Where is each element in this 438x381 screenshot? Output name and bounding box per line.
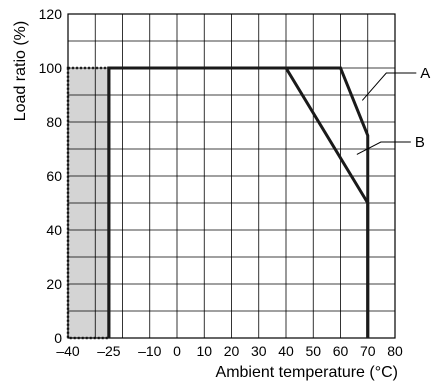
x-tick-label: 80 <box>387 343 403 359</box>
x-axis-label: Ambient temperature (°C) <box>216 364 398 381</box>
x-tick-label: 10 <box>196 343 212 359</box>
series-label-b: B <box>415 134 425 151</box>
x-tick-label: 20 <box>224 343 240 359</box>
x-tick-label: 70 <box>360 343 376 359</box>
x-tick-label: –40 <box>56 343 80 359</box>
series-line-b <box>107 66 370 338</box>
y-tick-label: 40 <box>46 222 62 238</box>
x-tick-label: –25 <box>97 343 121 359</box>
y-tick-label: 0 <box>54 330 62 346</box>
y-tick-label: 60 <box>46 168 62 184</box>
plot-frame <box>67 13 396 339</box>
leader-line-a <box>361 72 417 101</box>
x-tick-label: 60 <box>333 343 349 359</box>
y-tick-label: 80 <box>46 114 62 130</box>
x-tick-label: 40 <box>278 343 294 359</box>
y-axis-label: Load ratio (%) <box>12 21 29 122</box>
y-tick-label: 100 <box>39 60 63 76</box>
series-layer: AB <box>107 65 430 338</box>
series-label-a: A <box>420 65 430 82</box>
tick-label-layer: 0 20 40 60 80 100 120 –40 –25 –10 0 10 20 30 40 50 60 70 8… <box>39 6 403 359</box>
x-tick-label: 50 <box>305 343 321 359</box>
y-tick-label: 120 <box>39 6 63 22</box>
x-tick-label: 0 <box>173 343 181 359</box>
x-tick-label: 30 <box>251 343 267 359</box>
grid-layer <box>67 13 396 339</box>
x-tick-label: –10 <box>138 343 162 359</box>
leader-line-b <box>356 141 411 155</box>
y-tick-label: 20 <box>46 276 62 292</box>
